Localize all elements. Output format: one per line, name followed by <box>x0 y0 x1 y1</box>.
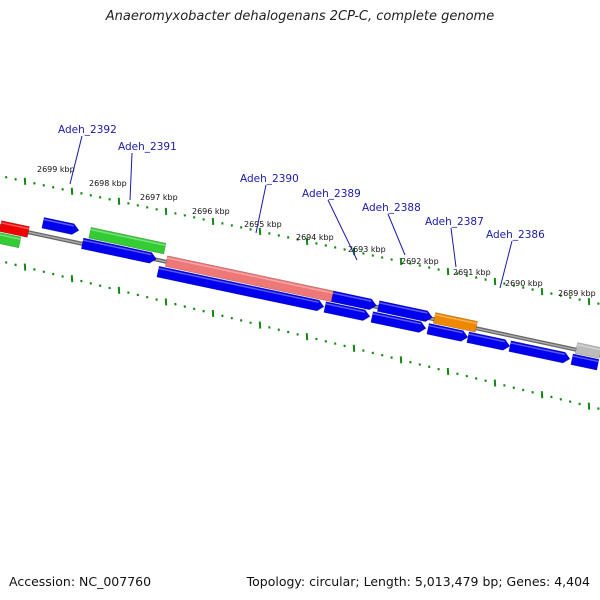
leader-line-5 <box>450 227 457 268</box>
gene-label-leaders <box>69 135 513 289</box>
gene-green-left[interactable] <box>0 232 22 249</box>
gene-adeh-2388[interactable] <box>376 300 433 322</box>
kbp-label-2698: 2698 kbp <box>89 179 127 188</box>
kbp-label-2691: 2691 kbp <box>453 268 491 277</box>
gene-blue-e[interactable] <box>426 323 469 342</box>
gene-blue-c-shape <box>323 301 371 321</box>
map-title: Anaeromyxobacter dehalogenans 2CP-C, com… <box>105 9 495 24</box>
gene-red-left-shape <box>0 220 30 238</box>
kbp-label-2696: 2696 kbp <box>192 207 230 216</box>
gene-adeh-2386-shape <box>466 331 511 351</box>
kbp-label-2693: 2693 kbp <box>348 245 386 254</box>
gene-adeh-2386[interactable] <box>466 331 511 351</box>
gene-adeh-2392-highlight <box>43 218 74 227</box>
gene-label-adeh-2390[interactable]: Adeh_2390 <box>240 173 299 185</box>
gene-blue-g-highlight <box>572 355 599 363</box>
gene-adeh-2387-shape <box>432 312 478 333</box>
gene-blue-f-highlight <box>510 342 565 356</box>
gene-adeh-2389-shape <box>330 290 377 311</box>
gene-label-group[interactable]: Adeh_2392 Adeh_2391 Adeh_2390 Adeh_2389 … <box>58 124 545 241</box>
gene-blue-g[interactable] <box>570 353 600 371</box>
gene-adeh-2386-highlight <box>468 333 505 343</box>
gene-green-left-shape <box>0 232 22 249</box>
gene-label-adeh-2387[interactable]: Adeh_2387 <box>425 216 484 228</box>
leader-line-3 <box>327 199 358 261</box>
gene-gray-right-highlight <box>576 344 600 351</box>
gene-adeh-2388-shape <box>376 300 433 322</box>
accession-text: Accession: NC_007760 <box>9 574 152 589</box>
gene-adeh-2391-highlight <box>90 228 166 247</box>
kbp-label-2692: 2692 kbp <box>401 257 439 266</box>
gene-blue-g-shape <box>570 353 600 371</box>
gene-blue-d-highlight <box>372 312 421 325</box>
gene-blue-a[interactable] <box>80 237 157 264</box>
gene-adeh-2389[interactable] <box>330 290 377 311</box>
gene-adeh-2389-highlight <box>332 292 372 302</box>
gene-blue-f-shape <box>508 340 571 364</box>
gene-gray-right[interactable] <box>574 342 600 359</box>
gene-blue-d-shape <box>370 311 427 333</box>
gene-blue-c[interactable] <box>323 301 371 321</box>
gene-adeh-2387-highlight <box>434 313 478 325</box>
kbp-label-group: 2699 kbp 2698 kbp 2697 kbp 2696 kbp 2695… <box>37 165 596 298</box>
gene-adeh-2387[interactable] <box>432 312 478 333</box>
gene-blue-a-shape <box>80 237 157 264</box>
leader-line-1 <box>129 152 133 201</box>
gene-adeh-2391[interactable] <box>88 226 167 255</box>
gene-red-left-highlight <box>0 222 30 230</box>
gene-adeh-2388-highlight <box>378 302 428 314</box>
gene-blue-b-highlight <box>158 267 319 304</box>
kbp-label-2690: 2690 kbp <box>505 279 543 288</box>
gene-green-left-highlight <box>0 234 21 240</box>
gene-label-adeh-2392[interactable]: Adeh_2392 <box>58 124 117 136</box>
gene-adeh-2391-shape <box>88 226 167 255</box>
kbp-label-2695: 2695 kbp <box>244 220 282 229</box>
outer-tick-ring <box>5 176 600 306</box>
gene-blue-b[interactable] <box>156 265 325 312</box>
gene-adeh-2390-highlight <box>166 257 334 294</box>
gene-adeh-2392-shape <box>41 217 80 235</box>
gene-label-adeh-2389[interactable]: Adeh_2389 <box>302 188 361 200</box>
topology-text: Topology: circular; Length: 5,013,479 bp… <box>246 574 590 589</box>
kbp-label-2697: 2697 kbp <box>140 193 178 202</box>
gene-blue-b-shape <box>156 265 325 312</box>
gene-label-adeh-2386[interactable]: Adeh_2386 <box>486 229 545 241</box>
gene-blue-a-highlight <box>82 239 152 256</box>
gene-adeh-2392[interactable] <box>41 217 80 235</box>
leader-line-0 <box>69 135 83 185</box>
gene-blue-d[interactable] <box>370 311 427 333</box>
gene-label-adeh-2388[interactable]: Adeh_2388 <box>362 202 421 214</box>
gene-red-left[interactable] <box>0 220 30 238</box>
leader-line-6 <box>499 240 513 289</box>
kbp-label-2699: 2699 kbp <box>37 165 75 174</box>
leader-line-4 <box>387 213 406 256</box>
gene-gray-right-shape <box>574 342 600 359</box>
gene-blue-f[interactable] <box>508 340 571 364</box>
gene-blue-e-shape <box>426 323 469 342</box>
leader-line-2 <box>255 184 267 234</box>
kbp-label-2694: 2694 kbp <box>296 233 334 242</box>
kbp-label-2689: 2689 kbp <box>558 289 596 298</box>
gene-blue-e-highlight <box>428 324 463 334</box>
gene-label-adeh-2391[interactable]: Adeh_2391 <box>118 141 177 153</box>
gene-blue-c-highlight <box>325 303 365 313</box>
gene-track[interactable] <box>0 217 600 371</box>
inner-tick-ring <box>5 261 600 410</box>
